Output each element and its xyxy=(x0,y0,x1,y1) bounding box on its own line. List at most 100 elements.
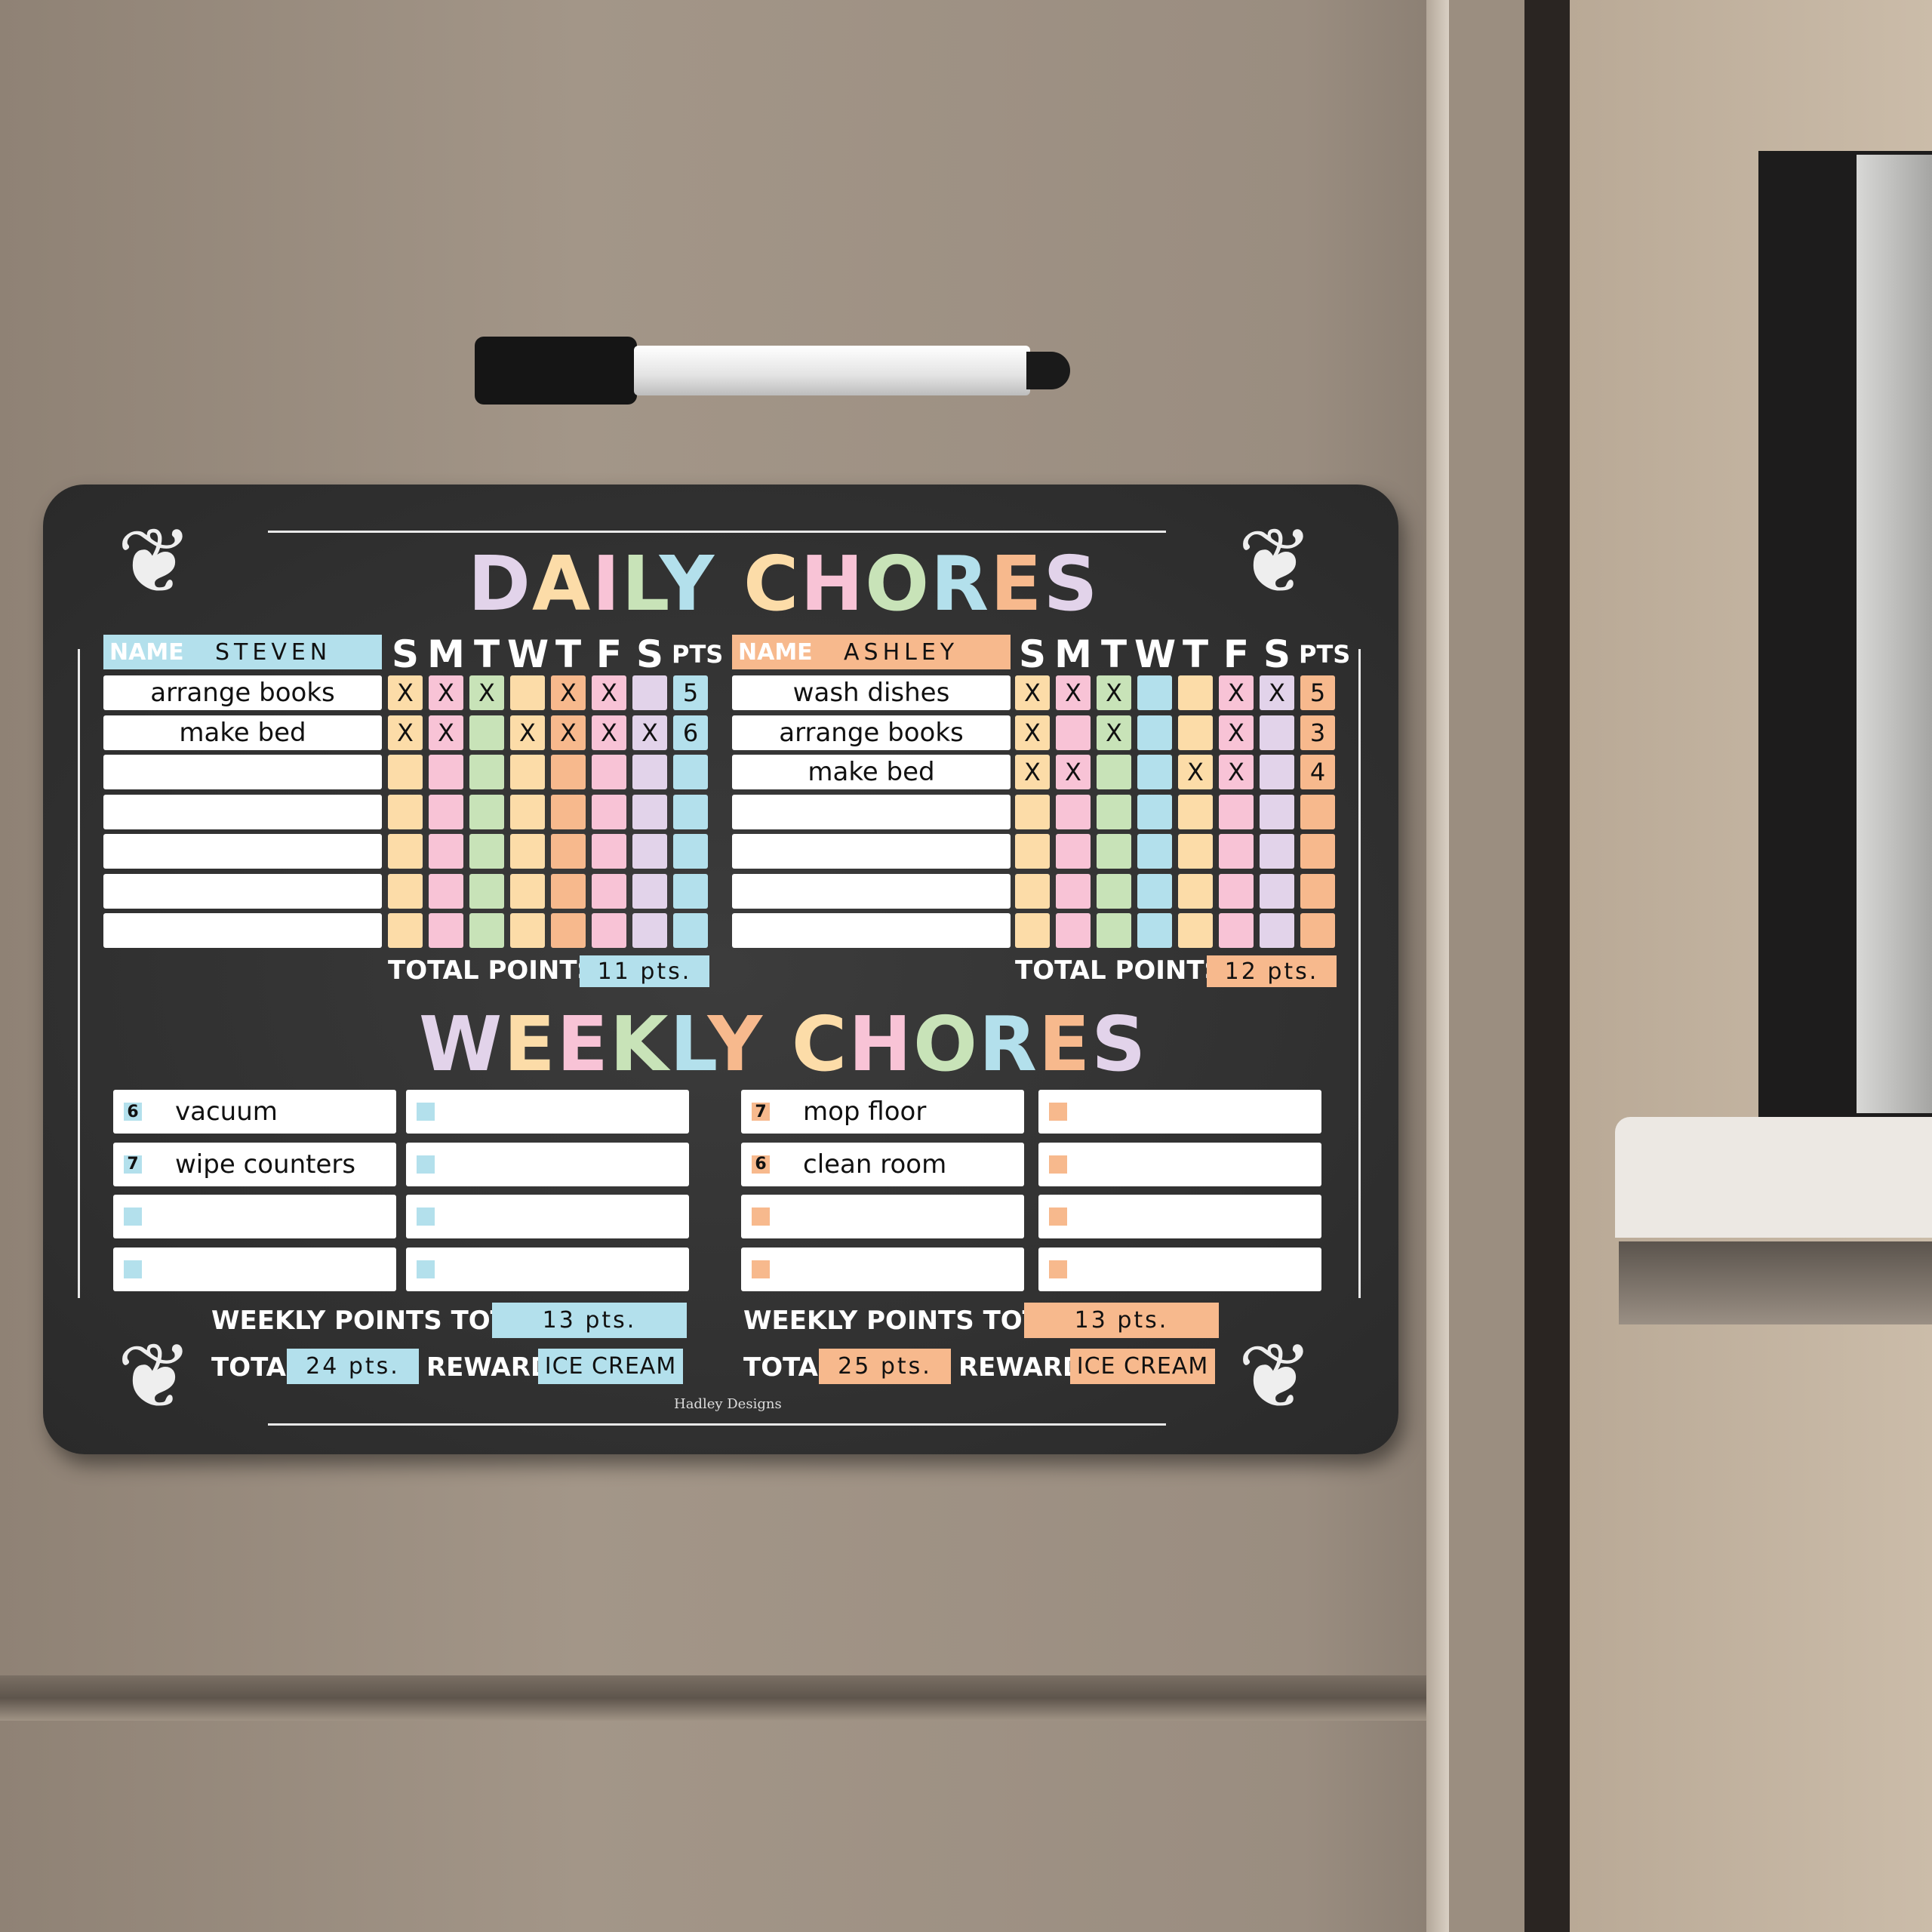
day-check-cell[interactable]: X xyxy=(1219,715,1254,750)
day-check-cell[interactable] xyxy=(510,755,545,789)
weekly-chore-box[interactable] xyxy=(406,1247,689,1291)
day-check-cell[interactable] xyxy=(388,755,423,789)
chore-points-cell[interactable] xyxy=(1300,834,1335,869)
day-check-cell[interactable] xyxy=(469,755,504,789)
day-check-cell[interactable] xyxy=(632,755,667,789)
marker-body[interactable] xyxy=(634,346,1030,395)
weekly-chore-box[interactable] xyxy=(113,1195,396,1238)
day-check-cell[interactable] xyxy=(429,755,463,789)
day-check-cell[interactable] xyxy=(1260,794,1294,829)
day-check-cell[interactable] xyxy=(429,873,463,909)
day-check-cell[interactable] xyxy=(429,794,463,829)
day-check-cell[interactable]: X xyxy=(551,715,586,750)
total-points-value[interactable]: 12 pts. xyxy=(1207,955,1337,987)
day-check-cell[interactable] xyxy=(1260,913,1294,948)
weekly-points-square[interactable] xyxy=(1049,1208,1067,1226)
weekly-points-square[interactable] xyxy=(417,1208,435,1226)
chore-points-cell[interactable] xyxy=(673,794,708,829)
weekly-chore-box[interactable] xyxy=(406,1195,689,1238)
chore-row-task[interactable] xyxy=(732,873,1011,909)
day-check-cell[interactable] xyxy=(1137,755,1172,789)
day-check-cell[interactable] xyxy=(592,794,626,829)
weekly-points-square[interactable] xyxy=(1049,1103,1067,1121)
day-check-cell[interactable] xyxy=(1260,834,1294,869)
day-check-cell[interactable] xyxy=(1097,834,1131,869)
grand-total-value[interactable]: 24 pts. xyxy=(287,1349,419,1384)
day-check-cell[interactable]: X xyxy=(1219,755,1254,789)
chore-row-task[interactable]: make bed xyxy=(732,755,1011,789)
day-check-cell[interactable]: X xyxy=(1178,755,1213,789)
day-check-cell[interactable] xyxy=(592,834,626,869)
marker-cap[interactable] xyxy=(475,337,637,405)
day-check-cell[interactable]: X xyxy=(1015,715,1050,750)
day-check-cell[interactable] xyxy=(632,675,667,710)
day-check-cell[interactable] xyxy=(1097,755,1131,789)
day-check-cell[interactable] xyxy=(1137,675,1172,710)
day-check-cell[interactable] xyxy=(1137,715,1172,750)
day-check-cell[interactable] xyxy=(1015,873,1050,909)
weekly-chore-box[interactable] xyxy=(406,1090,689,1134)
day-check-cell[interactable] xyxy=(632,913,667,948)
chore-points-cell[interactable]: 5 xyxy=(1300,675,1335,710)
name-bar[interactable]: NAME STEVEN xyxy=(103,635,382,669)
name-bar[interactable]: NAME ASHLEY xyxy=(732,635,1011,669)
weekly-points-square[interactable]: 7 xyxy=(124,1155,142,1174)
weekly-chore-box[interactable] xyxy=(1038,1090,1321,1134)
day-check-cell[interactable] xyxy=(632,873,667,909)
day-check-cell[interactable]: X xyxy=(429,715,463,750)
day-check-cell[interactable] xyxy=(1219,873,1254,909)
weekly-chore-box[interactable]: 7 mop floor xyxy=(741,1090,1024,1134)
chore-points-cell[interactable]: 5 xyxy=(673,675,708,710)
day-check-cell[interactable]: X xyxy=(1015,755,1050,789)
chore-row-task[interactable] xyxy=(103,913,382,948)
weekly-points-square[interactable] xyxy=(124,1208,142,1226)
day-check-cell[interactable]: X xyxy=(510,715,545,750)
weekly-chore-box[interactable]: 6 clean room xyxy=(741,1142,1024,1186)
day-check-cell[interactable] xyxy=(1137,873,1172,909)
day-check-cell[interactable] xyxy=(388,913,423,948)
chore-points-cell[interactable] xyxy=(1300,873,1335,909)
weekly-chore-box[interactable]: 6 vacuum xyxy=(113,1090,396,1134)
chore-row-task[interactable] xyxy=(103,834,382,869)
day-check-cell[interactable] xyxy=(1219,834,1254,869)
day-check-cell[interactable]: X xyxy=(592,675,626,710)
day-check-cell[interactable] xyxy=(429,834,463,869)
day-check-cell[interactable] xyxy=(632,794,667,829)
day-check-cell[interactable]: X xyxy=(1097,675,1131,710)
day-check-cell[interactable] xyxy=(1056,794,1091,829)
reward-value[interactable]: ICE CREAM xyxy=(1070,1349,1215,1384)
chore-row-task[interactable]: make bed xyxy=(103,715,382,750)
weekly-points-square[interactable] xyxy=(752,1260,770,1278)
chore-points-cell[interactable] xyxy=(673,755,708,789)
day-check-cell[interactable]: X xyxy=(1056,755,1091,789)
day-check-cell[interactable]: X xyxy=(388,675,423,710)
day-check-cell[interactable] xyxy=(1056,913,1091,948)
day-check-cell[interactable]: X xyxy=(1015,675,1050,710)
day-check-cell[interactable] xyxy=(1137,913,1172,948)
day-check-cell[interactable] xyxy=(1178,873,1213,909)
day-check-cell[interactable] xyxy=(1097,913,1131,948)
day-check-cell[interactable]: X xyxy=(632,715,667,750)
day-check-cell[interactable] xyxy=(1260,715,1294,750)
day-check-cell[interactable]: X xyxy=(469,675,504,710)
weekly-chore-box[interactable] xyxy=(1038,1195,1321,1238)
weekly-points-total-value[interactable]: 13 pts. xyxy=(1024,1303,1219,1338)
chore-points-cell[interactable]: 4 xyxy=(1300,755,1335,789)
chore-row-task[interactable] xyxy=(103,755,382,789)
day-check-cell[interactable] xyxy=(1097,873,1131,909)
day-check-cell[interactable] xyxy=(1056,715,1091,750)
day-check-cell[interactable] xyxy=(469,913,504,948)
day-check-cell[interactable]: X xyxy=(551,675,586,710)
weekly-points-square[interactable] xyxy=(752,1208,770,1226)
day-check-cell[interactable]: X xyxy=(429,675,463,710)
day-check-cell[interactable] xyxy=(510,834,545,869)
chore-points-cell[interactable]: 6 xyxy=(673,715,708,750)
day-check-cell[interactable] xyxy=(1260,873,1294,909)
chore-points-cell[interactable]: 3 xyxy=(1300,715,1335,750)
weekly-points-square[interactable]: 6 xyxy=(752,1155,770,1174)
weekly-points-square[interactable] xyxy=(1049,1260,1067,1278)
day-check-cell[interactable] xyxy=(1260,755,1294,789)
weekly-points-square[interactable] xyxy=(417,1103,435,1121)
day-check-cell[interactable] xyxy=(469,715,504,750)
weekly-points-square[interactable] xyxy=(124,1260,142,1278)
